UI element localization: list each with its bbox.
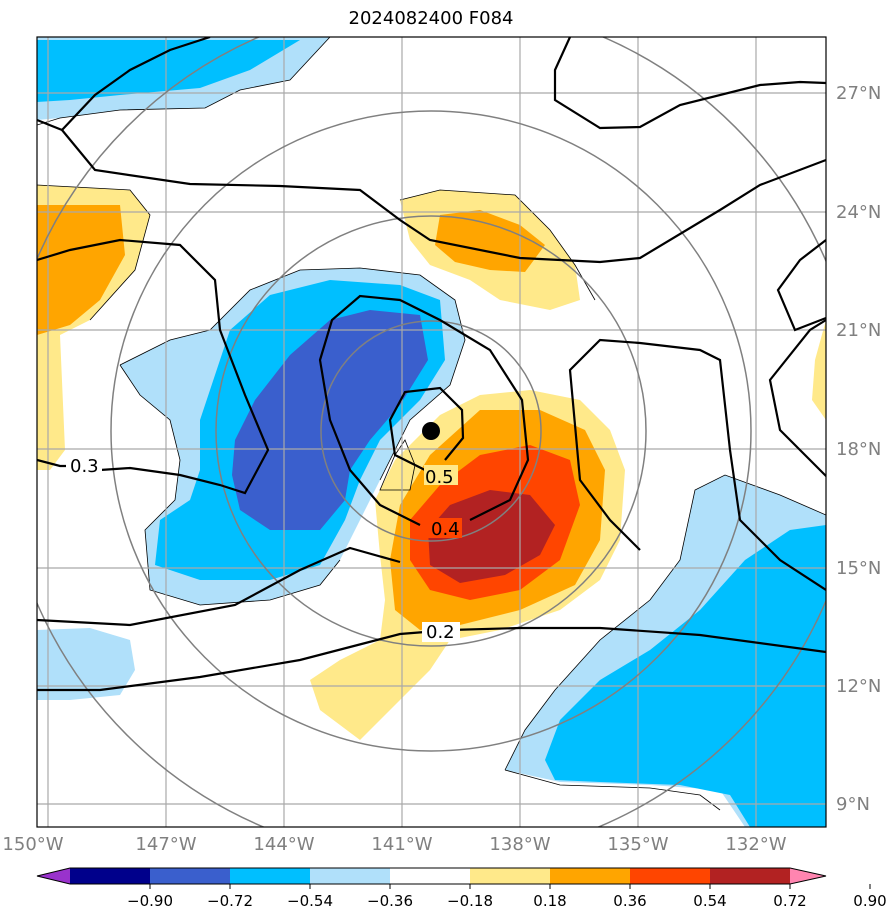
fill-blue-topleft [37, 40, 300, 102]
colorbar: −0.90 −0.72 −0.54 −0.36 −0.18 0.18 0.36 0.54 0.7… [36, 867, 887, 910]
contour-0-3-inner [37, 238, 270, 495]
y-tick-label: 24°N [836, 202, 881, 223]
x-tick-label: 132°W [725, 834, 786, 855]
colorbar-segment [550, 868, 631, 884]
contour-0-3-right [768, 319, 826, 478]
fill-firebrick-center [428, 490, 555, 583]
colorbar-tick-label: 0.72 [773, 892, 806, 910]
y-axis-labels: 9°N 12°N 15°N 18°N 21°N 24°N 27°N [836, 83, 881, 815]
map-frame [36, 36, 827, 828]
contour-0-4 [318, 294, 530, 526]
x-tick-label: 147°W [135, 834, 196, 855]
contour-label-0-4: 0.4 [431, 519, 460, 540]
colorbar-tick-label: 0.18 [533, 892, 566, 910]
contour-label-0-5: 0.5 [425, 467, 454, 488]
colorbar-tick-label: −0.36 [367, 892, 413, 910]
colorbar-segment [710, 868, 791, 884]
y-tick-label: 9°N [836, 794, 870, 815]
contour-top-arc [37, 37, 211, 132]
contour-0-5 [388, 386, 465, 471]
colorbar-tick-label: −0.72 [207, 892, 253, 910]
colorbar-tick-label: 0.36 [613, 892, 646, 910]
contour-lines [37, 37, 826, 692]
colorbar-tick-label: −0.54 [287, 892, 333, 910]
fill-yellow-rightedge [812, 320, 826, 420]
grid-lines [37, 37, 826, 827]
contour-0-3-ring [568, 338, 826, 591]
x-axis-labels: 150°W 147°W 144°W 141°W 138°W 135°W 132°… [2, 834, 786, 855]
storm-center-marker [422, 422, 440, 440]
fill-light-blue-lowerleft [37, 628, 135, 700]
x-tick-label: 141°W [371, 834, 432, 855]
colorbar-outline [36, 867, 827, 885]
contour-e [776, 239, 826, 332]
colorbar-segment [70, 868, 151, 884]
colorbar-extend-high [790, 868, 826, 884]
contour-north [61, 129, 826, 264]
colorbar-tick-label: −0.18 [447, 892, 493, 910]
range-rings [37, 37, 826, 827]
contour-ne [553, 37, 826, 130]
fill-orange-left [37, 205, 125, 335]
chart-title: 2024082400 F084 [348, 8, 514, 29]
y-tick-label: 27°N [836, 83, 881, 104]
x-tick-label: 138°W [489, 834, 550, 855]
colorbar-segment [150, 868, 231, 884]
x-tick-label: 150°W [2, 834, 63, 855]
contour-large [37, 546, 401, 627]
y-tick-label: 18°N [836, 439, 881, 460]
colorbar-extend-low [37, 868, 70, 884]
colorbar-segment [390, 868, 471, 884]
x-tick-label: 135°W [607, 834, 668, 855]
colorbar-tick-label: 0.90 [853, 892, 886, 910]
colorbar-segment [230, 868, 311, 884]
colorbar-tick-label: 0.54 [693, 892, 726, 910]
map-area [37, 37, 826, 827]
colorbar-segment [470, 868, 551, 884]
x-tick-label: 144°W [253, 834, 314, 855]
contour-label-0-2: 0.2 [426, 622, 455, 643]
y-tick-label: 12°N [836, 676, 881, 697]
contour-label-0-3: 0.3 [70, 456, 99, 477]
y-tick-label: 15°N [836, 558, 881, 579]
colorbar-segment [310, 868, 391, 884]
y-tick-label: 21°N [836, 320, 881, 341]
colorbar-segment [630, 868, 711, 884]
colorbar-tick-label: −0.90 [127, 892, 173, 910]
